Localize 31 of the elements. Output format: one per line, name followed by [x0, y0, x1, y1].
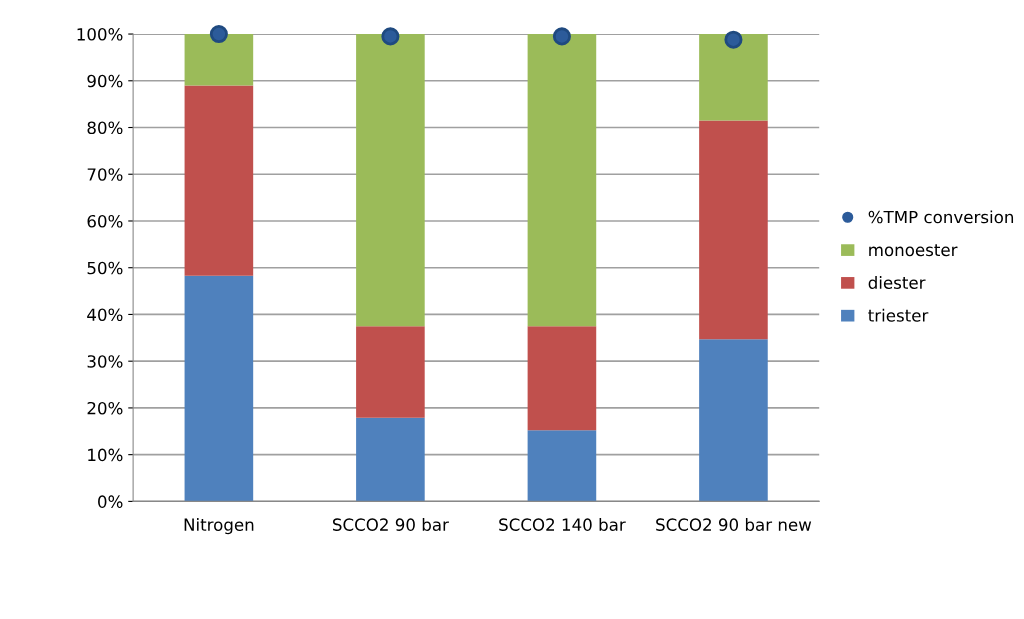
x-tick-label: SCCO2 140 bar — [499, 518, 626, 531]
y-tick-label: 100% — [77, 28, 123, 41]
bar — [184, 275, 254, 502]
y-tick-label: 10% — [88, 448, 123, 462]
x-tick-label: Nitrogen — [184, 518, 254, 535]
bar — [356, 34, 425, 327]
y-tick-label: 30% — [87, 355, 123, 368]
bar — [699, 120, 768, 340]
legend-label: diester — [868, 276, 926, 289]
bar — [184, 85, 254, 276]
y-tick-label: 40% — [87, 308, 123, 322]
bar — [699, 339, 768, 502]
x-tick-label: SCCO2 90 bar new — [656, 518, 812, 531]
bar — [356, 326, 425, 418]
bar — [699, 34, 768, 121]
bar — [356, 417, 425, 502]
y-tick-label: 80% — [87, 121, 123, 135]
x-tick-label: SCCO2 90 bar — [332, 518, 449, 531]
bar — [527, 326, 597, 431]
bar — [527, 430, 597, 502]
bar — [184, 34, 254, 86]
bar — [527, 34, 597, 327]
y-tick-label: 0% — [98, 495, 123, 508]
y-tick-label: 20% — [87, 401, 123, 415]
y-tick-label: 60% — [87, 214, 123, 228]
legend-label: monoester — [869, 244, 958, 257]
y-tick-label: 50% — [87, 261, 123, 275]
legend-label: triester — [868, 308, 929, 322]
y-tick-label: 90% — [87, 74, 123, 88]
y-tick-label: 70% — [87, 168, 123, 181]
legend-label: %TMP conversion — [868, 210, 1014, 224]
